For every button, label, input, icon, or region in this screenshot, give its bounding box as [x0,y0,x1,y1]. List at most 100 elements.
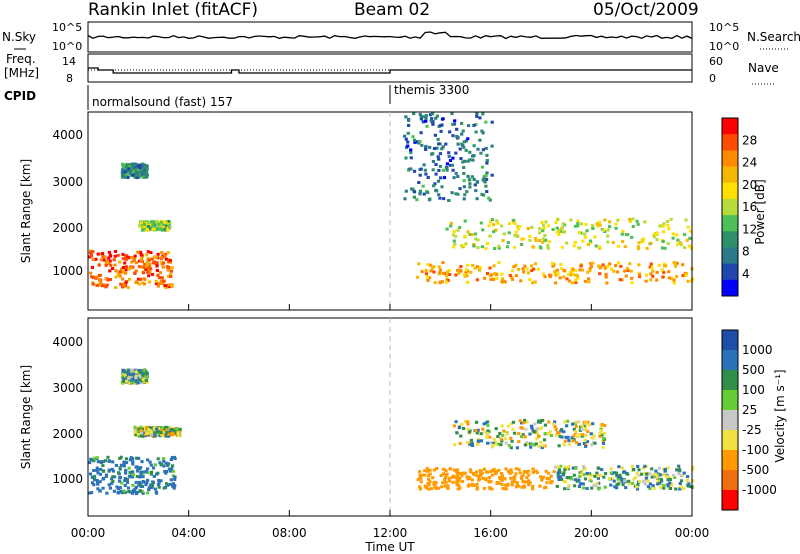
echo-cell [571,268,575,272]
echo-cell [131,171,135,175]
echo-cell [669,217,673,221]
echo-cell [471,263,475,267]
echo-cell [141,378,145,381]
echo-cell [566,419,570,423]
echo-cell [406,131,410,135]
echo-cell [155,269,159,272]
echo-cell [431,168,435,172]
echo-cell [589,432,593,436]
echo-cell [615,486,619,490]
echo-cell [439,124,443,127]
echo-cell [457,479,461,483]
echo-cell [614,222,618,226]
echo-cell [607,476,611,480]
echo-cell [438,268,443,272]
echo-cell [553,425,557,429]
echo-cell [570,436,574,440]
echo-cell [434,486,438,490]
echo-cell [412,138,417,142]
echo-cell [485,161,489,165]
echo-cell [127,267,131,271]
echo-cell [487,475,491,479]
echo-cell [519,435,524,439]
echo-cell [598,266,602,270]
echo-cell [666,220,670,223]
echo-cell [131,470,135,474]
echo-cell [137,456,141,460]
echo-cell [496,435,500,438]
echo-cell [125,478,130,481]
echo-cell [147,486,151,490]
echo-cell [630,235,634,239]
echo-cell [652,486,656,490]
echo-cell [135,430,140,433]
echo-cell [671,232,675,236]
echo-cell [444,473,448,477]
echo-cell [123,175,127,179]
echo-cell [445,270,450,274]
echo-cell [609,467,613,471]
echo-cell [678,469,682,473]
echo-cell [606,264,610,268]
echo-cell [121,252,125,256]
echo-cell [593,474,597,478]
echo-cell [679,474,683,478]
echo-cell [638,275,642,279]
power-heatmap [88,112,695,290]
echo-cell [428,145,432,149]
echo-cell [490,469,495,473]
echo-cell [691,465,695,469]
echo-cell [489,480,493,483]
echo-cell [92,483,96,487]
echo-cell [137,374,142,378]
echo-cell [144,379,148,382]
echo-cell [512,480,516,484]
echo-cell [123,479,127,483]
echo-cell [129,256,133,259]
echo-cell [125,481,130,484]
echo-cell [533,430,537,434]
echo-cell [136,250,140,254]
echo-cell [451,233,455,237]
echo-cell [488,234,492,238]
echo-cell [500,272,504,276]
echo-cell [118,476,122,480]
echo-cell [153,463,157,467]
echo-cell [470,484,474,488]
echo-cell [104,474,108,478]
echo-cell [579,425,583,429]
echo-cell [620,479,624,483]
echo-cell [536,420,541,424]
echo-cell [688,236,692,240]
echo-cell [508,471,512,475]
echo-cell [165,431,169,435]
echo-cell [574,424,578,428]
echo-cell [540,220,544,224]
echo-cell [514,467,518,471]
echo-cell [428,472,432,476]
echo-cell [149,251,153,255]
echo-cell [631,481,635,485]
echo-cell [682,471,686,475]
echo-cell [588,239,593,243]
echo-cell [628,217,632,221]
echo-cell [635,219,639,223]
echo-cell [157,276,162,280]
echo-cell [489,469,493,473]
echo-cell [490,144,494,148]
echo-cell [126,255,130,259]
echo-cell [119,455,123,459]
echo-cell [419,480,423,484]
echo-cell [417,141,421,145]
echo-cell [134,485,139,489]
echo-cell [148,262,152,266]
echo-cell [576,276,580,280]
echo-cell [131,462,135,466]
echo-cell [471,154,475,158]
echo-cell [450,475,455,479]
echo-cell [145,170,149,174]
echo-cell [423,469,427,473]
colorbar-swatch [722,410,738,431]
echo-cell [479,432,483,436]
echo-cell [462,243,466,247]
